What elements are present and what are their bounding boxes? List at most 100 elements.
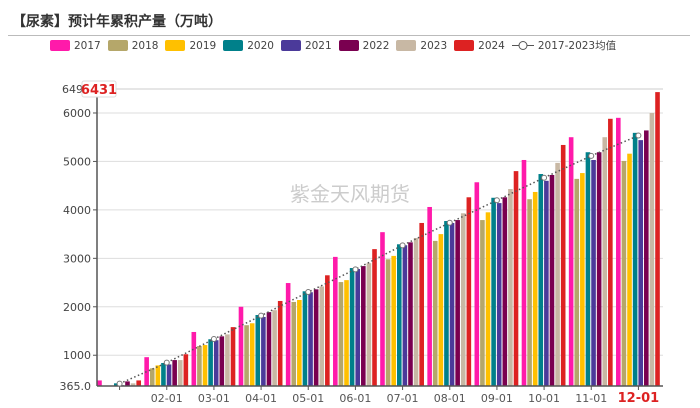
legend-item-2021[interactable]: 2021: [280, 39, 332, 52]
legend-item-2020[interactable]: 2020: [223, 40, 274, 52]
bar-2019-06-01: [344, 280, 349, 386]
bar-2024-06-01: [372, 249, 377, 386]
bar-2023-11-01: [602, 137, 608, 386]
bar-2022-11-01: [596, 152, 602, 386]
bar-2024-05-01: [325, 275, 330, 386]
bar-2018-04-01: [244, 325, 249, 386]
legend-label: 2021: [304, 39, 332, 52]
bar-2022-10-01: [549, 174, 555, 386]
legend-line-marker: [511, 41, 534, 50]
bar-2023-04-01: [272, 310, 277, 386]
legend-item-2023[interactable]: 2023: [396, 40, 447, 52]
bar-2024-08-01: [466, 197, 472, 386]
legend-item-average[interactable]: 2017-2023均值: [511, 38, 616, 53]
bar-2018-11-01: [574, 178, 580, 386]
bar-2020-01-01: [113, 383, 119, 386]
bar-2023-09-01: [508, 189, 513, 386]
bar-2018-07-01: [385, 259, 391, 386]
bar-2024-07-01: [419, 222, 424, 386]
chart-title: 【尿素】预计年累积产量（万吨）: [12, 14, 222, 30]
y-tick-label: 4000: [63, 204, 91, 217]
x-tick-label: 11-01: [575, 392, 607, 405]
bar-2020-04-01: [255, 315, 261, 386]
bar-2022-06-01: [361, 266, 366, 386]
x-tick-label: 09-01: [481, 392, 513, 405]
bar-2020-05-01: [302, 291, 308, 386]
value-callout-box: [81, 80, 117, 98]
bar-2021-03-01: [213, 340, 219, 386]
bar-2022-09-01: [502, 197, 508, 386]
bar-2019-03-01: [202, 345, 208, 386]
bar-2022-07-01: [408, 242, 413, 386]
legend-item-2022[interactable]: 2022: [338, 40, 389, 52]
bar-2018-12-01: [621, 160, 627, 386]
legend-item-2019[interactable]: 2019: [165, 40, 216, 52]
bar-2021-02-01: [166, 364, 172, 386]
bar-2022-03-01: [219, 336, 225, 386]
legend: 2017 2018 2019 2020 2021 2022 2023 2024 2017-202…: [50, 38, 616, 53]
bar-2022-08-01: [455, 220, 460, 386]
x-tick-label: 12-01: [618, 391, 660, 406]
bar-2021-06-01: [355, 268, 361, 386]
legend-label: 2023: [420, 39, 448, 52]
x-tick-label: 08-01: [434, 392, 466, 405]
average-point: [588, 152, 595, 159]
bar-2024-01-01: [136, 380, 141, 386]
bar-2020-10-01: [538, 174, 544, 386]
bar-2017-11-01: [568, 137, 574, 386]
bar-2019-09-01: [485, 212, 491, 386]
bar-2024-12-01: [655, 92, 660, 386]
legend-item-2024[interactable]: 2024: [454, 40, 505, 52]
bar-2019-08-01: [438, 234, 444, 386]
bar-2017-12-01: [616, 117, 621, 387]
bar-2024-03-01: [230, 327, 236, 386]
bar-2019-12-01: [627, 153, 632, 386]
bar-2017-05-01: [285, 283, 291, 386]
bar-2023-02-01: [177, 360, 183, 386]
y-tick-label: 5000: [63, 155, 91, 168]
bar-2018-06-01: [338, 282, 344, 386]
bar-2021-12-01: [638, 140, 644, 386]
bar-2022-04-01: [266, 312, 272, 386]
y-tick-label: 1000: [63, 349, 91, 362]
x-tick-label: 07-01: [387, 392, 419, 405]
bar-2018-02-01: [149, 368, 155, 386]
bar-2021-08-01: [449, 222, 455, 386]
bar-2021-04-01: [261, 316, 266, 386]
bar-2019-11-01: [580, 173, 585, 386]
x-tick-label: 02-01: [151, 392, 183, 405]
bar-2019-07-01: [391, 255, 396, 386]
bar-2024-04-01: [277, 300, 283, 386]
bar-2020-06-01: [349, 268, 355, 386]
bar-2017-03-01: [191, 331, 197, 386]
legend-swatch: [223, 40, 244, 51]
bar-2020-12-01: [632, 132, 638, 386]
legend-item-2018[interactable]: 2018: [107, 40, 158, 52]
legend-item-2017[interactable]: 2017: [50, 40, 101, 52]
bar-2019-02-01: [155, 365, 161, 386]
bar-2023-05-01: [319, 286, 325, 386]
average-point: [399, 242, 406, 249]
bar-2021-09-01: [496, 203, 502, 386]
y-max-label: 649: [62, 83, 83, 96]
legend-swatch: [165, 40, 186, 51]
average-point: [116, 380, 123, 387]
y-tick-label: 6000: [63, 107, 91, 120]
bar-2021-11-01: [591, 159, 596, 386]
legend-swatch: [50, 40, 70, 51]
bar-2024-11-01: [608, 118, 613, 386]
bar-2023-03-01: [225, 334, 230, 386]
bar-2022-05-01: [313, 289, 319, 386]
legend-swatch: [107, 40, 128, 51]
bar-2019-10-01: [532, 191, 538, 386]
average-point: [635, 132, 642, 139]
bar-2022-02-01: [172, 360, 177, 386]
bar-2020-08-01: [444, 221, 449, 386]
bar-2020-03-01: [208, 339, 213, 386]
bar-2017-10-01: [521, 159, 527, 386]
legend-label: 2020: [247, 39, 274, 52]
bar-2024-09-01: [513, 171, 519, 386]
bar-2022-01-01: [125, 381, 130, 386]
